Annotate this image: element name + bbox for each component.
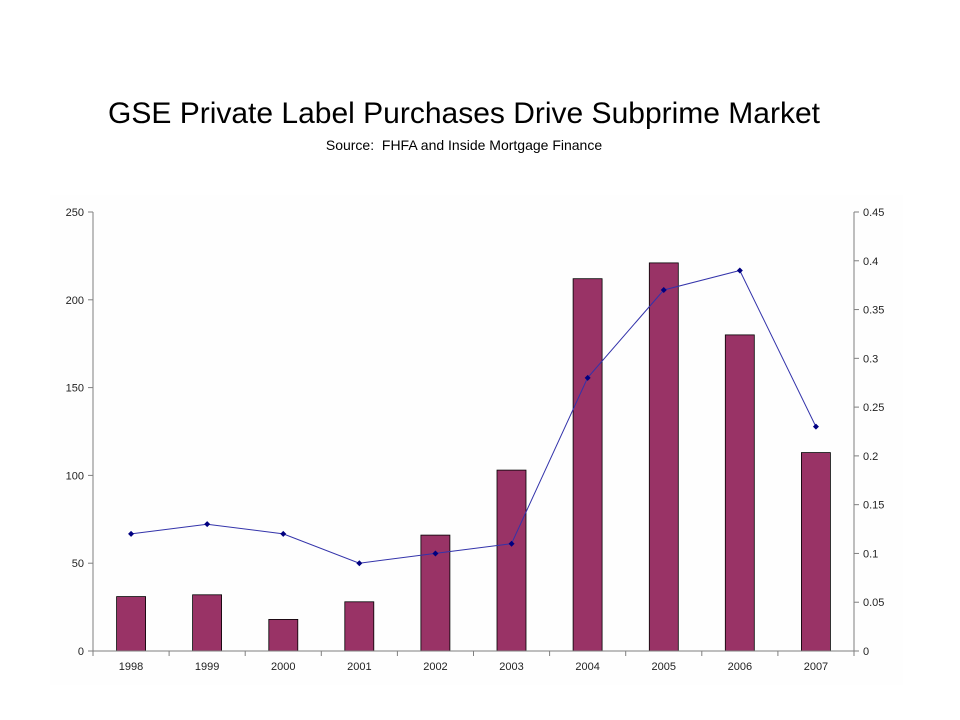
left-tick-label: 250 [66, 207, 84, 219]
bar-1999 [192, 594, 223, 652]
line-point-2000 [280, 530, 287, 537]
right-tick-label: 0.4 [863, 256, 878, 268]
left-tick-label: 100 [66, 470, 84, 482]
axes: 0 50 100 150 200 250 0 0.05 0.1 0.15 0.2 0.25 0.3 0.3… [66, 207, 885, 673]
x-tick-label: 2007 [804, 661, 828, 673]
bar-2001 [344, 601, 375, 652]
left-tick-label: 0 [78, 646, 84, 658]
right-tick-label: 0.15 [863, 500, 884, 512]
line-point-2006 [736, 267, 743, 274]
bar-2007 [801, 452, 831, 652]
right-tick-label: 0.45 [863, 207, 884, 219]
bar-1998 [116, 596, 146, 652]
x-tick-label: 1998 [119, 661, 143, 673]
left-tick-label: 150 [66, 383, 84, 395]
x-tick-label: 2001 [347, 661, 371, 673]
bar-2005 [648, 262, 679, 652]
left-tick-label: 50 [72, 558, 84, 570]
chart-subtitle: Source: FHFA and Inside Mortgage Finance [325, 137, 603, 153]
x-tick-label: 2004 [575, 661, 599, 673]
bar-2003 [496, 469, 527, 652]
right-tick-label: 0.1 [863, 548, 878, 560]
plot-background [50, 195, 903, 685]
line-point-2003 [508, 540, 515, 547]
bar-2004 [572, 278, 603, 652]
bar-2000 [268, 619, 299, 652]
line-point-1998 [128, 530, 135, 537]
left-tick-label: 200 [66, 295, 84, 307]
line-point-2002 [432, 550, 439, 557]
right-tick-label: 0.3 [863, 353, 878, 365]
x-tick-label: 2006 [728, 661, 752, 673]
line-point-2004 [584, 374, 591, 381]
line-point-2005 [660, 287, 667, 294]
x-tick-label: 1999 [195, 661, 219, 673]
x-tick-label: 2000 [271, 661, 295, 673]
line-path [131, 269, 817, 564]
line-series [128, 267, 819, 567]
line-point-1999 [204, 521, 211, 528]
line-point-2007 [812, 423, 819, 430]
right-tick-label: 0.2 [863, 451, 878, 463]
line-point-2001 [356, 560, 363, 567]
chart-title: GSE Private Label Purchases Drive Subpri… [108, 97, 820, 130]
right-tick-label: 0.05 [863, 597, 884, 609]
x-tick-label: 2003 [499, 661, 523, 673]
bar-series [116, 262, 831, 652]
x-tick-label: 2002 [423, 661, 447, 673]
bar-2006 [724, 334, 755, 652]
right-tick-label: 0.25 [863, 402, 884, 414]
x-tick-label: 2005 [652, 661, 676, 673]
right-tick-label: 0 [863, 646, 869, 658]
right-tick-label: 0.35 [863, 305, 884, 317]
